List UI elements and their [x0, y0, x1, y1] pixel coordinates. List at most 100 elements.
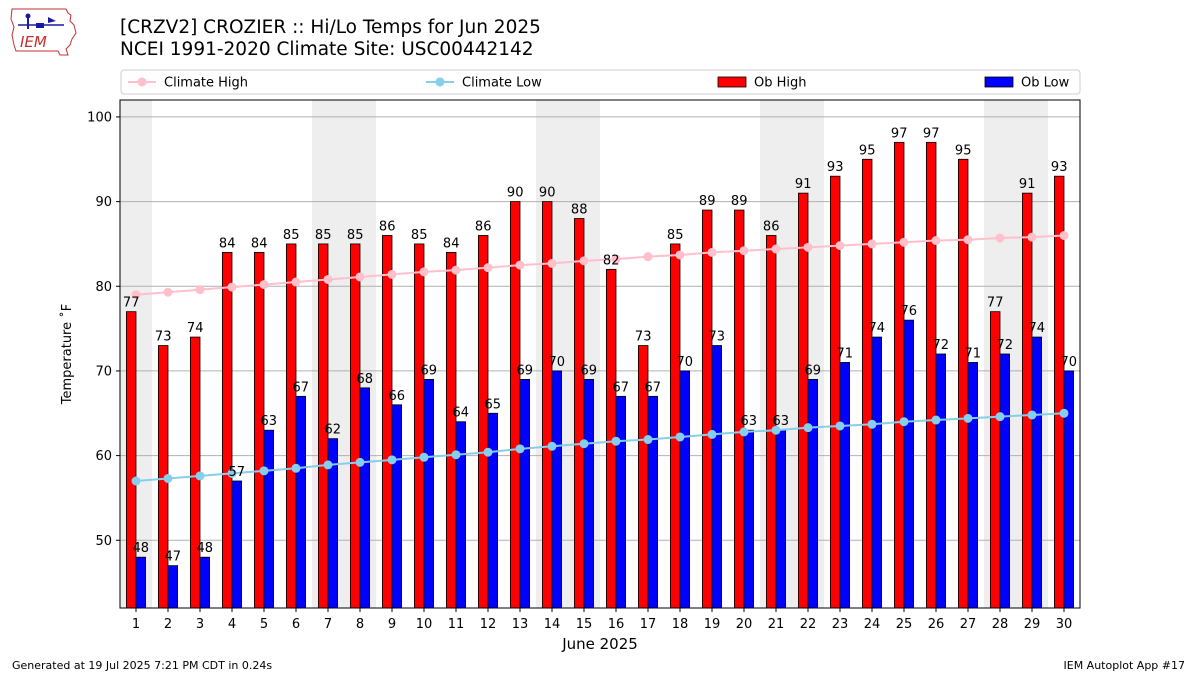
- ob-low-value-label-20: 63: [741, 414, 758, 429]
- generated-timestamp: Generated at 19 Jul 2025 7:21 PM CDT in …: [12, 659, 273, 672]
- app-id: IEM Autoplot App #17: [1063, 659, 1186, 672]
- climate-low-point-8: [355, 457, 365, 467]
- ob-low-bar-8: [359, 387, 371, 609]
- ob-high-value-label-15: 88: [571, 203, 588, 218]
- ob-high-bar-12: [477, 235, 489, 609]
- x-tick-label-29: 29: [1024, 617, 1041, 632]
- ob-high-value-label-20: 89: [731, 194, 748, 209]
- climate-low-point-24: [867, 419, 877, 429]
- ob-low-bar-24: [871, 336, 883, 609]
- ob-low-value-label-10: 69: [421, 363, 438, 378]
- x-tick-label-4: 4: [228, 617, 236, 632]
- climate-high-point-19: [707, 247, 717, 257]
- x-tick-label-30: 30: [1056, 617, 1073, 632]
- y-tick-label-80: 80: [95, 280, 112, 295]
- ob-low-value-label-14: 70: [549, 355, 566, 370]
- climate-low-point-25: [899, 417, 909, 427]
- ob-low-bar-18: [679, 370, 691, 609]
- ob-high-bar-10: [413, 243, 425, 609]
- x-axis-label: June 2025: [561, 635, 638, 653]
- ob-low-value-label-4: 57: [229, 465, 246, 480]
- climate-high-line: [135, 234, 1065, 296]
- climate-low-point-14: [547, 441, 557, 451]
- ob-low-bar-6: [295, 395, 307, 609]
- ob-high-bar-24: [862, 158, 873, 609]
- ob-high-value-label-6: 85: [283, 228, 300, 243]
- ob-low-bar-21: [775, 429, 787, 609]
- bar-value-labels: 77 73 74 84 84 85 85 85 86 85 84 86 90 90 88 82 73 85 89 89…: [123, 126, 1077, 564]
- climate-high-point-9: [387, 269, 397, 279]
- ob-low-bar-19: [711, 345, 723, 609]
- ob-high-value-label-16: 82: [603, 253, 620, 268]
- ob-low-bar-20: [743, 429, 755, 609]
- climate-high-point-14: [547, 258, 557, 268]
- ob-low-bar-2: [167, 565, 179, 609]
- ob-low-bar-16: [615, 395, 627, 609]
- ob-low-bar-14: [551, 370, 563, 609]
- ob-low-value-label-8: 68: [357, 372, 374, 387]
- legend-swatch-ob-high: [717, 76, 747, 88]
- climate-low-point-9: [387, 455, 397, 465]
- x-tick-label-10: 10: [416, 617, 433, 632]
- legend-label-ob-high: Ob High: [754, 76, 807, 91]
- ob-low-bar-13: [519, 378, 531, 609]
- x-tick-label-7: 7: [324, 617, 332, 632]
- ob-high-value-label-23: 93: [827, 160, 844, 175]
- x-tick-label-23: 23: [832, 617, 849, 632]
- ob-low-value-label-17: 67: [645, 380, 662, 395]
- ob-low-value-label-7: 62: [325, 423, 342, 438]
- ob-high-value-label-24: 95: [859, 143, 876, 158]
- y-tick-label-60: 60: [95, 449, 112, 464]
- climate-high-point-13: [515, 260, 525, 270]
- climate-low-point-16: [611, 436, 621, 446]
- x-tick-label-1: 1: [132, 617, 140, 632]
- climate-high-point-27: [963, 235, 973, 245]
- ob-high-bar-11: [445, 251, 457, 609]
- climate-low-point-3: [195, 471, 205, 481]
- ob-high-value-label-17: 73: [635, 330, 652, 345]
- ob-low-bar-22: [807, 378, 819, 609]
- climate-low-point-30: [1059, 408, 1069, 418]
- climate-low-point-21: [771, 425, 781, 435]
- x-tick-label-26: 26: [928, 617, 945, 632]
- ob-low-bar-26: [935, 353, 947, 609]
- ob-low-value-label-21: 63: [773, 414, 790, 429]
- climate-low-point-26: [931, 415, 941, 425]
- climate-high-point-2: [163, 287, 173, 297]
- climate-high-point-4: [227, 282, 237, 292]
- climate-high-point-15: [579, 256, 589, 266]
- ob-low-bar-1: [135, 556, 147, 609]
- ob-high-value-label-8: 85: [347, 228, 364, 243]
- y-tick-label-70: 70: [95, 364, 112, 379]
- climate-low-point-6: [291, 463, 301, 473]
- ob-high-value-label-30: 93: [1051, 160, 1068, 175]
- ob-low-value-label-23: 71: [837, 346, 854, 361]
- climate-low-point-29: [1027, 410, 1037, 420]
- ob-high-value-label-29: 91: [1019, 177, 1036, 192]
- climate-high-point-6: [291, 277, 301, 287]
- ob-low-bar-10: [423, 378, 435, 609]
- ob-high-bar-20: [734, 209, 745, 609]
- ob-low-value-label-9: 66: [389, 389, 406, 404]
- ob-high-value-label-26: 97: [923, 126, 940, 141]
- legend-swatch-ob-low: [984, 76, 1014, 88]
- climate-low-point-7: [323, 460, 333, 470]
- legend-label-climate-low: Climate Low: [462, 76, 542, 91]
- ob-high-bar-19: [702, 209, 713, 609]
- climate-high-point-12: [483, 263, 493, 273]
- climate-low-point-5: [259, 466, 269, 476]
- x-tick-label-21: 21: [768, 617, 785, 632]
- logo-text: IEM: [20, 33, 47, 51]
- ob-high-bar-30: [1054, 175, 1065, 609]
- climate-low-point-22: [803, 423, 813, 433]
- x-tick-label-17: 17: [640, 617, 657, 632]
- ob-high-value-label-19: 89: [699, 194, 716, 209]
- ob-low-bar-4: [231, 480, 243, 609]
- bars: [126, 141, 1075, 609]
- ob-low-bar-25: [903, 319, 915, 609]
- climate-high-point-18: [675, 250, 685, 260]
- climate-high-point-3: [195, 285, 205, 295]
- ob-low-value-label-24: 74: [869, 321, 886, 336]
- ob-high-value-label-5: 84: [251, 236, 268, 251]
- ob-high-bar-6: [285, 243, 297, 609]
